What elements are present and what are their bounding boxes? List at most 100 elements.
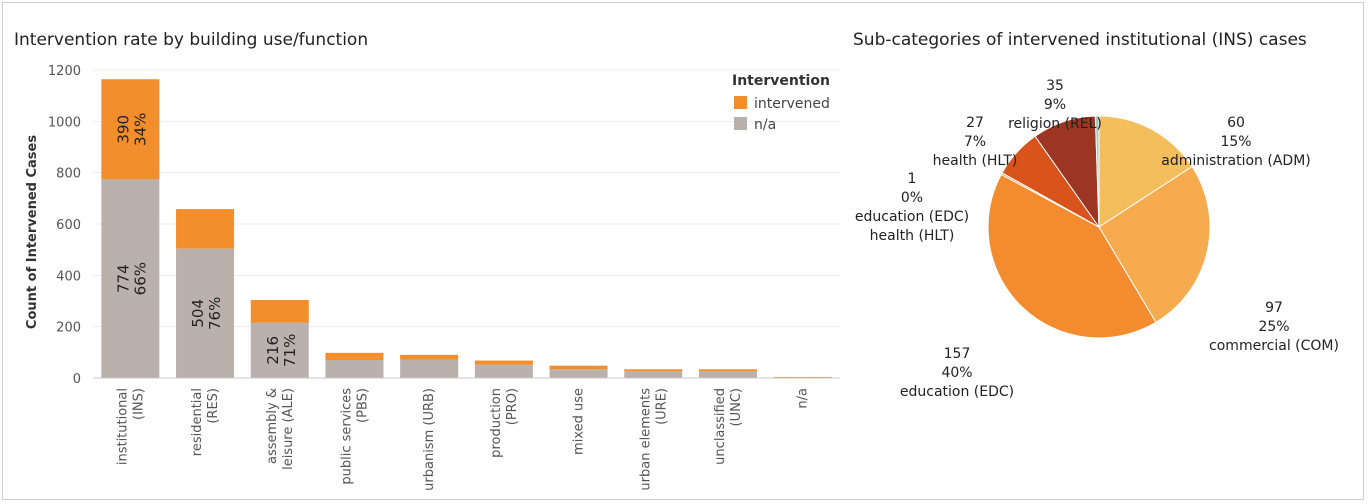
pie-slice-label-line: religion (REL)	[1008, 116, 1102, 132]
bar-segment-intervened	[325, 352, 384, 361]
pie-slice	[1094, 115, 1100, 228]
bar-data-label: 77466%	[114, 262, 149, 295]
y-tick-label: 400	[56, 269, 81, 284]
pie-slice-label-line: 7%	[964, 134, 986, 150]
bar-segment-intervened	[549, 365, 608, 370]
pie-slice-label: 27 7% health (HLT)	[933, 115, 1018, 169]
pie-slice-label-line: 157	[944, 346, 971, 362]
bar-segment-intervened	[698, 369, 757, 372]
bar-data-label: 39034%	[114, 113, 149, 146]
pie-slice-label-line: 27	[966, 115, 984, 131]
pie-slice-label: 35 9% religion (REL)	[1008, 78, 1102, 132]
bar-segment-intervened	[624, 369, 683, 372]
x-category-label-line: urbanism (URB)	[422, 388, 437, 491]
bar-chart-title: Intervention rate by building use/functi…	[14, 30, 369, 50]
bar-segment-na	[400, 359, 459, 378]
pie-slice-label-line: 40%	[941, 365, 972, 381]
bar-data-label-percent: 71%	[281, 334, 299, 367]
x-category-label-line: leisure (ALE)	[281, 388, 296, 470]
y-tick-label: 0	[73, 372, 81, 387]
pie-slice-label-line: 1	[908, 171, 917, 187]
bar-segment-na	[698, 371, 757, 378]
x-category-label-line: (INS)	[131, 388, 146, 420]
x-category-label: urbanism (URB)	[422, 388, 437, 491]
pie-slice-label: 60 15% administration (ADM)	[1161, 115, 1311, 169]
pie-slice-label-line: commercial (COM)	[1209, 338, 1339, 354]
bar-segment-intervened	[176, 209, 235, 249]
x-category-label-line: (URE)	[654, 388, 669, 425]
bar-segment-na	[624, 371, 683, 378]
pie-slice-label-line: 0%	[901, 190, 923, 206]
legend-swatch	[734, 117, 747, 130]
x-category-label-line: urban elements	[638, 388, 653, 491]
pie-slice-label-line: health (HLT)	[933, 153, 1018, 169]
pie-slice-label: 157 40% education (EDC)	[900, 346, 1014, 400]
bar-data-label: 50476%	[189, 297, 224, 330]
x-category-label: assembly &leisure (ALE)	[265, 388, 296, 470]
bar-segment-intervened	[773, 376, 832, 378]
bar-data-label-percent: 34%	[131, 113, 149, 146]
bar-data-label-value: 216	[264, 336, 282, 365]
pie-slice-label-line: 35	[1046, 78, 1064, 94]
x-category-label-line: production	[489, 388, 504, 458]
bar-segment-intervened	[101, 79, 160, 180]
x-category-label-line: residential	[190, 388, 205, 456]
x-category-label: mixed use	[572, 388, 587, 455]
bar-segment-na	[474, 364, 533, 378]
y-tick-label: 1200	[48, 64, 81, 79]
pie-slice-label-line: 9%	[1044, 97, 1066, 113]
x-category-label: public services(PBS)	[339, 388, 370, 485]
pie-slice-label-line: 97	[1265, 300, 1283, 316]
x-category-label-line: assembly &	[265, 388, 280, 464]
x-category-label-line: mixed use	[572, 388, 587, 455]
x-category-label: n/a	[796, 388, 811, 409]
pie-chart: 60 15% administration (ADM) 97 25% commercial…	[855, 78, 1339, 400]
y-tick-label: 800	[56, 167, 81, 182]
legend-label: intervened	[754, 96, 830, 112]
x-category-label: institutional(INS)	[115, 388, 146, 465]
pie-slice-label-line: 60	[1227, 115, 1245, 131]
x-category-label-line: institutional	[115, 388, 130, 465]
x-category-label-line: (RES)	[206, 388, 221, 424]
bar-segment-na	[101, 179, 160, 378]
y-tick-label: 200	[56, 321, 81, 336]
bar-segment-intervened	[400, 354, 459, 360]
bar-segment-intervened	[250, 299, 309, 323]
legend-title: Intervention	[732, 73, 830, 89]
bar-data-label-value: 390	[114, 115, 132, 144]
pie-slice	[1098, 165, 1211, 323]
bar-chart: 0 200 400 600 800 1000 1200 Count of Intervened…	[25, 64, 840, 491]
x-category-label-line: (PBS)	[355, 388, 370, 423]
pie-slice	[1098, 115, 1193, 228]
pie-slice-label: 1 0% education (EDC) health (HLT)	[855, 171, 969, 244]
pie-chart-title: Sub-categories of intervened institution…	[853, 30, 1307, 50]
bar-data-label-percent: 76%	[206, 297, 224, 330]
pie-slice-label: 97 25% commercial (COM)	[1209, 300, 1339, 354]
pie-slice	[987, 173, 1157, 339]
bar-segment-na	[325, 360, 384, 378]
x-category-label-line: unclassified	[713, 388, 728, 465]
bar-data-label-value: 504	[189, 299, 207, 328]
bar-segment-na	[549, 369, 608, 378]
x-category-label: production(PRO)	[489, 388, 520, 458]
bar-data-label-percent: 66%	[131, 262, 149, 295]
bar-segment-intervened	[474, 360, 533, 365]
bar-data-label: 21671%	[264, 334, 299, 367]
pie-slice-label-line: education (EDC)	[855, 209, 969, 225]
legend-swatch	[734, 96, 747, 109]
x-category-label: urban elements(URE)	[638, 388, 669, 491]
pie-slice-label-line: 25%	[1258, 319, 1289, 335]
y-tick-label: 1000	[48, 115, 81, 130]
pie-slice-label-line: education (EDC)	[900, 384, 1014, 400]
x-category-label-line: n/a	[796, 388, 811, 409]
y-axis-title: Count of Intervened Cases	[25, 135, 40, 329]
y-tick-label: 600	[56, 218, 81, 233]
pie-slice-label-line: 15%	[1220, 134, 1251, 150]
pie-slice-label-line: health (HLT)	[870, 228, 955, 244]
pie-slice-label-line: administration (ADM)	[1161, 153, 1311, 169]
bar-data-label-value: 774	[114, 264, 132, 293]
x-category-label: residential(RES)	[190, 388, 221, 456]
x-category-label: unclassified(UNC)	[713, 388, 744, 465]
legend-label: n/a	[754, 117, 776, 133]
